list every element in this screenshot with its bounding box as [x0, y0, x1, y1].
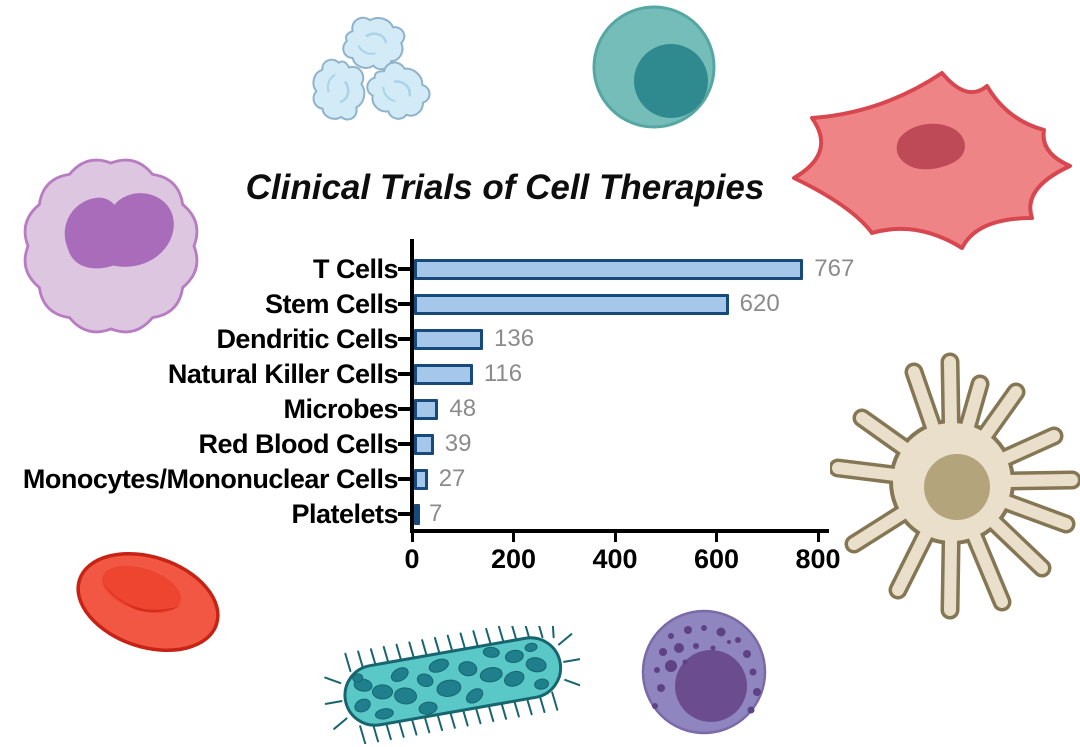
- bar: [414, 363, 473, 385]
- bar: [414, 398, 439, 420]
- ciliated-microbe-icon: [324, 626, 580, 744]
- value-label: 116: [483, 360, 523, 387]
- y-tick: [398, 477, 412, 481]
- x-tick-label: 800: [795, 544, 841, 574]
- category-label: Platelets: [291, 498, 398, 529]
- x-tick: [715, 531, 718, 542]
- value-label: 136: [494, 325, 535, 352]
- category-label: Dendritic Cells: [216, 323, 398, 354]
- x-tick: [816, 531, 820, 542]
- x-axis-line: [410, 529, 829, 533]
- y-tick: [398, 302, 412, 306]
- x-tick: [512, 531, 515, 542]
- x-tick: [613, 531, 617, 542]
- category-label: Red Blood Cells: [198, 428, 398, 459]
- value-label: 48: [449, 395, 477, 422]
- y-tick: [398, 337, 412, 341]
- x-tick-label: 600: [693, 544, 740, 574]
- dendritic-cell-icon: [830, 352, 1080, 620]
- value-label: 620: [739, 290, 780, 317]
- value-label: 39: [444, 430, 472, 457]
- value-label: 27: [438, 465, 466, 492]
- category-label: Natural Killer Cells: [167, 358, 399, 389]
- category-label: Monocytes/Mononuclear Cells: [22, 463, 399, 494]
- category-label: Microbes: [283, 393, 398, 424]
- monocyte-white-blood-cell-icon: [23, 158, 199, 334]
- nk-cell-lymphocyte-icon: [641, 609, 767, 735]
- x-tick-label: 400: [592, 544, 638, 574]
- bar: [414, 468, 428, 490]
- x-tick: [410, 531, 414, 542]
- y-tick: [398, 512, 412, 516]
- y-tick: [398, 372, 412, 376]
- red-blood-cell-icon: [76, 552, 220, 652]
- chart-title: Clinical Trials of Cell Therapies: [245, 168, 765, 207]
- platelets-icon: [306, 14, 439, 122]
- value-label: 767: [814, 255, 855, 282]
- y-tick: [398, 267, 412, 271]
- x-tick-label: 200: [490, 544, 537, 574]
- y-tick: [398, 442, 412, 446]
- stem-cell-icon: [592, 5, 716, 129]
- bar: [414, 433, 434, 455]
- y-axis-line: [410, 239, 414, 533]
- mesenchymal-stromal-cell-icon: [792, 71, 1072, 250]
- x-tick-label: 0: [404, 544, 420, 574]
- bar: [414, 258, 804, 280]
- value-label: 7: [429, 500, 443, 527]
- y-tick: [398, 407, 412, 411]
- category-label: T Cells: [312, 253, 399, 284]
- bar: [414, 503, 420, 525]
- bar: [414, 328, 484, 350]
- bar: [414, 293, 729, 315]
- category-label: Stem Cells: [264, 288, 399, 319]
